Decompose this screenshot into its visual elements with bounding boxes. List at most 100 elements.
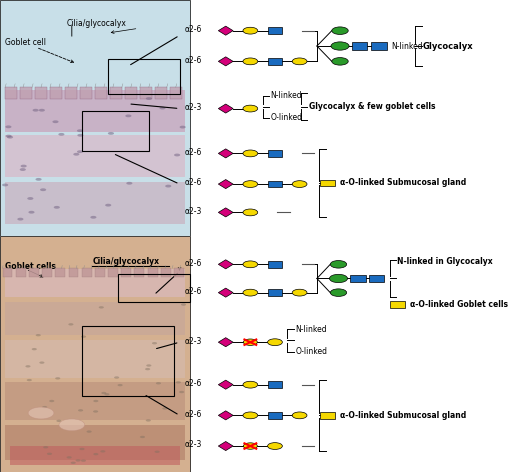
Circle shape (93, 453, 98, 455)
FancyBboxPatch shape (69, 268, 78, 278)
Circle shape (101, 392, 106, 394)
Circle shape (21, 165, 27, 168)
FancyBboxPatch shape (268, 412, 282, 419)
Circle shape (292, 412, 307, 419)
FancyBboxPatch shape (42, 268, 52, 278)
FancyBboxPatch shape (161, 268, 171, 278)
Polygon shape (219, 288, 233, 297)
Circle shape (67, 456, 72, 459)
Circle shape (140, 436, 145, 438)
FancyBboxPatch shape (29, 268, 39, 278)
Polygon shape (219, 260, 233, 269)
Circle shape (77, 134, 84, 137)
Text: Cilia/glycocalyx: Cilia/glycocalyx (92, 257, 160, 267)
Text: α2-3: α2-3 (185, 103, 202, 112)
Circle shape (165, 185, 171, 187)
FancyBboxPatch shape (371, 42, 387, 50)
FancyBboxPatch shape (125, 87, 137, 99)
FancyBboxPatch shape (148, 268, 157, 278)
Circle shape (40, 362, 45, 364)
FancyBboxPatch shape (5, 425, 185, 460)
Circle shape (108, 132, 114, 135)
Circle shape (146, 364, 151, 367)
FancyBboxPatch shape (16, 268, 26, 278)
Circle shape (292, 58, 307, 65)
Polygon shape (219, 441, 233, 451)
Circle shape (329, 274, 347, 283)
FancyBboxPatch shape (65, 87, 77, 99)
Circle shape (32, 109, 38, 112)
Polygon shape (219, 380, 233, 389)
Circle shape (154, 451, 160, 453)
FancyBboxPatch shape (268, 150, 282, 157)
FancyBboxPatch shape (268, 181, 282, 187)
FancyBboxPatch shape (82, 268, 92, 278)
Circle shape (19, 168, 26, 171)
Circle shape (117, 384, 123, 386)
FancyBboxPatch shape (5, 340, 185, 378)
Circle shape (28, 211, 34, 214)
Circle shape (90, 216, 96, 219)
Circle shape (43, 446, 48, 448)
Circle shape (268, 339, 282, 346)
Circle shape (181, 303, 186, 306)
Circle shape (126, 182, 132, 185)
Text: α-O-linked Goblet cells: α-O-linked Goblet cells (410, 300, 508, 309)
FancyBboxPatch shape (55, 268, 65, 278)
FancyBboxPatch shape (174, 268, 184, 278)
FancyBboxPatch shape (108, 268, 118, 278)
FancyBboxPatch shape (5, 135, 185, 177)
Circle shape (26, 365, 31, 368)
FancyBboxPatch shape (3, 268, 12, 278)
Polygon shape (219, 411, 233, 420)
Circle shape (292, 181, 307, 187)
Circle shape (6, 135, 12, 137)
Circle shape (77, 150, 83, 153)
Circle shape (179, 391, 184, 393)
Circle shape (2, 184, 8, 186)
Circle shape (145, 368, 150, 370)
FancyBboxPatch shape (5, 182, 185, 224)
Circle shape (330, 289, 347, 296)
Circle shape (80, 448, 85, 450)
Polygon shape (219, 208, 233, 217)
Text: O-linked: O-linked (295, 347, 327, 356)
Text: α2-6: α2-6 (185, 148, 202, 157)
Circle shape (292, 289, 307, 296)
FancyBboxPatch shape (35, 87, 47, 99)
Polygon shape (219, 337, 233, 347)
Circle shape (331, 42, 349, 50)
FancyBboxPatch shape (390, 301, 405, 308)
Circle shape (54, 206, 60, 209)
Text: α2-6: α2-6 (185, 287, 202, 296)
Circle shape (98, 306, 104, 309)
Circle shape (49, 400, 54, 402)
FancyBboxPatch shape (350, 275, 366, 282)
Circle shape (77, 129, 83, 132)
Text: N-linked: N-linked (270, 91, 302, 100)
FancyBboxPatch shape (5, 90, 185, 132)
Circle shape (243, 443, 258, 449)
Circle shape (78, 409, 83, 412)
FancyBboxPatch shape (268, 58, 282, 65)
Circle shape (332, 58, 348, 65)
Polygon shape (219, 149, 233, 158)
Text: α2-6: α2-6 (185, 178, 202, 187)
Text: O-linked: O-linked (270, 113, 303, 123)
Circle shape (160, 107, 166, 110)
Circle shape (32, 348, 37, 350)
Circle shape (93, 400, 98, 402)
FancyBboxPatch shape (268, 27, 282, 34)
Circle shape (35, 178, 42, 181)
Circle shape (243, 150, 258, 157)
Text: α2-3: α2-3 (185, 207, 202, 216)
Circle shape (330, 261, 347, 268)
Circle shape (105, 393, 110, 396)
FancyBboxPatch shape (320, 179, 335, 186)
Circle shape (5, 126, 11, 128)
Circle shape (152, 342, 157, 345)
Circle shape (68, 323, 73, 326)
Circle shape (58, 133, 65, 136)
Circle shape (243, 181, 258, 187)
FancyBboxPatch shape (134, 268, 144, 278)
